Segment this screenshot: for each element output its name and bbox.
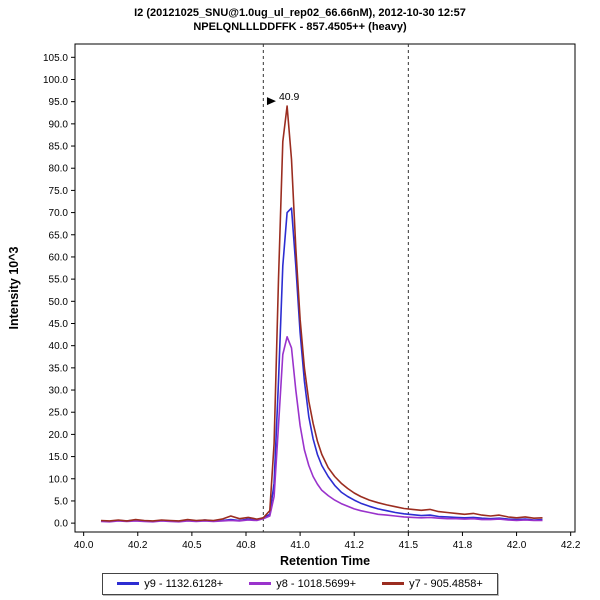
y-tick-label: 100.0 bbox=[43, 75, 68, 86]
trace-y7[interactable] bbox=[100, 105, 543, 522]
trace-y8[interactable] bbox=[100, 335, 543, 523]
y-tick-label: 90.0 bbox=[49, 119, 69, 130]
x-tick-label: 41.5 bbox=[399, 540, 419, 551]
y-tick-label: 5.0 bbox=[54, 496, 68, 507]
legend-item-y8: y8 - 1018.5699+ bbox=[249, 578, 356, 590]
y-tick-label: 85.0 bbox=[49, 142, 69, 153]
x-tick-label: 41.8 bbox=[453, 540, 473, 551]
y-tick-label: 30.0 bbox=[49, 386, 69, 397]
legend-label-y7: y7 - 905.4858+ bbox=[409, 577, 483, 590]
legend-item-y7: y7 - 905.4858+ bbox=[382, 578, 483, 590]
peak-annotation-label: 40.9 bbox=[279, 91, 300, 103]
x-tick-label: 42.2 bbox=[561, 540, 581, 551]
y-tick-label: 25.0 bbox=[49, 408, 69, 419]
x-tick-label: 40.0 bbox=[74, 540, 94, 551]
plot-frame[interactable] bbox=[74, 43, 576, 533]
y7-line-swatch bbox=[382, 582, 405, 585]
x-tick-label: 42.0 bbox=[507, 540, 527, 551]
y-tick-label: 55.0 bbox=[49, 275, 69, 286]
y-tick-label: 0.0 bbox=[54, 519, 68, 530]
y-tick-label: 15.0 bbox=[49, 452, 69, 463]
chart-subtitle: NPELQNLLLDDFFK - 857.4505++ (heavy) bbox=[193, 21, 407, 33]
y-tick-label: 80.0 bbox=[49, 164, 69, 175]
x-tick-label: 40.8 bbox=[236, 540, 256, 551]
x-tick-label: 40.2 bbox=[128, 540, 148, 551]
y-tick-label: 45.0 bbox=[49, 319, 69, 330]
x-tick-label: 41.0 bbox=[290, 540, 310, 551]
y-tick-label: 105.0 bbox=[43, 53, 68, 64]
chart-header: I2 (20121025_SNU@1.0ug_ul_rep02_66.66nM)… bbox=[0, 0, 600, 34]
legend: y9 - 1132.6128+ y8 - 1018.5699+ y7 - 905… bbox=[102, 572, 498, 595]
x-axis-title: Retention Time bbox=[280, 554, 370, 568]
legend-container: y9 - 1132.6128+ y8 - 1018.5699+ y7 - 905… bbox=[0, 572, 600, 595]
y-tick-label: 50.0 bbox=[49, 297, 69, 308]
x-tick-label: 41.2 bbox=[344, 540, 364, 551]
x-tick-label: 40.5 bbox=[182, 540, 202, 551]
y-tick-label: 35.0 bbox=[49, 363, 69, 374]
y-axis-title: Intensity 10^3 bbox=[7, 246, 21, 329]
y-tick-label: 95.0 bbox=[49, 97, 69, 108]
y8-line-swatch bbox=[249, 582, 272, 585]
chromatogram-chart[interactable]: 0.0 5.0 10.0 15.0 20.0 25.0 30.0 35.0 40.0 45.0 50… bbox=[0, 34, 600, 571]
y-tick-label: 20.0 bbox=[49, 430, 69, 441]
legend-label-y8: y8 - 1018.5699+ bbox=[276, 577, 357, 590]
y-tick-label: 65.0 bbox=[49, 230, 69, 241]
chart-title: I2 (20121025_SNU@1.0ug_ul_rep02_66.66nM)… bbox=[134, 7, 466, 19]
y-tick-label: 70.0 bbox=[49, 208, 69, 219]
y-tick-label: 60.0 bbox=[49, 252, 69, 263]
y-tick-label: 40.0 bbox=[49, 341, 69, 352]
y-tick-label: 75.0 bbox=[49, 186, 69, 197]
y-tick-label: 10.0 bbox=[49, 474, 69, 485]
legend-item-y9: y9 - 1132.6128+ bbox=[117, 578, 223, 590]
legend-label-y9: y9 - 1132.6128+ bbox=[144, 577, 224, 590]
y9-line-swatch bbox=[117, 582, 140, 585]
peak-arrow-icon bbox=[266, 97, 276, 106]
